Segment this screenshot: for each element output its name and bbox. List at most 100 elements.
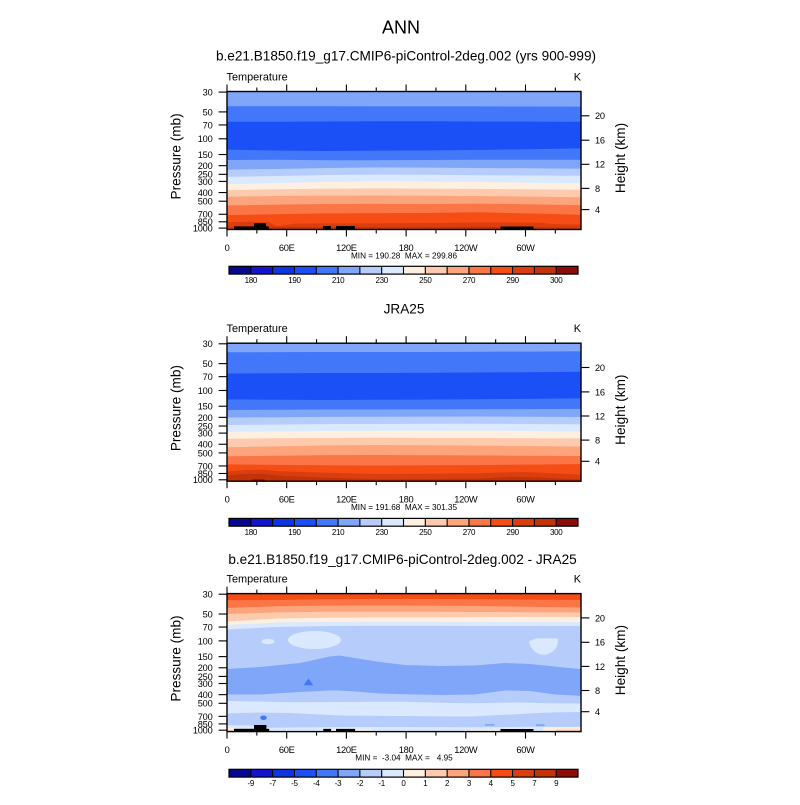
svg-text:180: 180 <box>245 276 258 285</box>
svg-text:20: 20 <box>595 613 605 623</box>
svg-text:8: 8 <box>595 686 600 696</box>
svg-text:210: 210 <box>332 276 345 285</box>
svg-text:b.e21.B1850.f19_g17.CMIP6-piCo: b.e21.B1850.f19_g17.CMIP6-piControl-2deg… <box>216 49 596 64</box>
svg-text:Pressure (mb): Pressure (mb) <box>169 365 184 451</box>
svg-text:4: 4 <box>595 205 600 215</box>
svg-text:400: 400 <box>198 690 213 700</box>
svg-text:Temperature: Temperature <box>227 71 288 83</box>
svg-text:60W: 60W <box>516 243 535 253</box>
svg-text:1000: 1000 <box>193 223 213 233</box>
svg-text:JRA25: JRA25 <box>384 302 425 317</box>
svg-text:70: 70 <box>203 622 213 632</box>
svg-text:180: 180 <box>245 528 258 537</box>
svg-text:100: 100 <box>198 134 213 144</box>
svg-text:200: 200 <box>198 413 213 423</box>
svg-text:50: 50 <box>203 107 213 117</box>
svg-text:250: 250 <box>419 528 432 537</box>
svg-text:50: 50 <box>203 609 213 619</box>
svg-text:Temperature: Temperature <box>227 323 288 335</box>
svg-text:190: 190 <box>288 528 301 537</box>
svg-text:290: 290 <box>506 528 519 537</box>
svg-text:8: 8 <box>595 436 600 446</box>
svg-text:230: 230 <box>375 276 388 285</box>
svg-text:60W: 60W <box>516 745 535 755</box>
svg-text:K: K <box>574 574 582 586</box>
svg-text:20: 20 <box>595 363 605 373</box>
svg-text:-3: -3 <box>335 779 342 788</box>
svg-text:16: 16 <box>595 136 605 146</box>
svg-text:K: K <box>574 323 582 335</box>
svg-text:850: 850 <box>198 469 213 479</box>
svg-text:60W: 60W <box>516 495 535 505</box>
svg-text:300: 300 <box>198 679 213 689</box>
svg-text:-2: -2 <box>357 779 364 788</box>
svg-text:120E: 120E <box>336 495 357 505</box>
svg-text:30: 30 <box>203 88 213 98</box>
svg-text:850: 850 <box>198 719 213 729</box>
svg-text:1000: 1000 <box>193 726 213 736</box>
svg-text:-5: -5 <box>291 779 298 788</box>
svg-text:70: 70 <box>203 372 213 382</box>
svg-text:12: 12 <box>595 662 605 672</box>
svg-text:0: 0 <box>225 495 230 505</box>
svg-text:Temperature: Temperature <box>227 574 288 586</box>
svg-text:30: 30 <box>203 590 213 600</box>
svg-text:Height (km): Height (km) <box>613 625 628 695</box>
svg-text:700: 700 <box>198 461 213 471</box>
svg-text:120E: 120E <box>336 745 357 755</box>
svg-text:500: 500 <box>198 197 213 207</box>
svg-text:180: 180 <box>399 243 414 253</box>
svg-text:-7: -7 <box>269 779 276 788</box>
svg-text:190: 190 <box>288 276 301 285</box>
svg-text:0: 0 <box>225 745 230 755</box>
svg-text:500: 500 <box>198 448 213 458</box>
svg-text:60E: 60E <box>279 495 295 505</box>
svg-text:Height (km): Height (km) <box>613 123 628 193</box>
svg-text:150: 150 <box>198 652 213 662</box>
svg-text:ANN: ANN <box>382 18 420 38</box>
svg-text:1: 1 <box>423 779 428 788</box>
svg-text:2: 2 <box>445 779 450 788</box>
svg-text:850: 850 <box>198 217 213 227</box>
svg-text:12: 12 <box>595 411 605 421</box>
svg-text:16: 16 <box>595 638 605 648</box>
svg-text:MIN = 191.68 MAX = 301.35: MIN = 191.68 MAX = 301.35 <box>351 503 457 512</box>
svg-text:7: 7 <box>532 779 537 788</box>
svg-text:-4: -4 <box>313 779 320 788</box>
svg-text:Pressure (mb): Pressure (mb) <box>169 615 184 701</box>
svg-text:100: 100 <box>198 386 213 396</box>
svg-text:Height (km): Height (km) <box>613 375 628 445</box>
svg-text:200: 200 <box>198 663 213 673</box>
svg-text:4: 4 <box>595 707 600 717</box>
svg-text:250: 250 <box>419 276 432 285</box>
svg-text:Pressure (mb): Pressure (mb) <box>169 113 184 199</box>
svg-text:20: 20 <box>595 111 605 121</box>
svg-text:300: 300 <box>550 276 563 285</box>
svg-text:700: 700 <box>198 712 213 722</box>
svg-text:-1: -1 <box>378 779 385 788</box>
svg-text:270: 270 <box>463 528 476 537</box>
svg-text:250: 250 <box>198 421 213 431</box>
svg-text:MIN = -3.04 MAX = 4.95: MIN = -3.04 MAX = 4.95 <box>355 754 453 763</box>
svg-text:120W: 120W <box>454 745 478 755</box>
svg-text:12: 12 <box>595 160 605 170</box>
svg-text:70: 70 <box>203 120 213 130</box>
svg-text:b.e21.B1850.f19_g17.CMIP6-piCo: b.e21.B1850.f19_g17.CMIP6-piControl-2deg… <box>228 552 576 567</box>
svg-text:400: 400 <box>198 440 213 450</box>
svg-text:300: 300 <box>198 429 213 439</box>
svg-text:180: 180 <box>399 495 414 505</box>
svg-text:250: 250 <box>198 170 213 180</box>
svg-text:120W: 120W <box>454 495 478 505</box>
svg-text:8: 8 <box>595 184 600 194</box>
svg-text:30: 30 <box>203 339 213 349</box>
svg-text:1000: 1000 <box>193 475 213 485</box>
svg-text:300: 300 <box>198 177 213 187</box>
svg-text:3: 3 <box>467 779 472 788</box>
svg-text:150: 150 <box>198 150 213 160</box>
svg-text:60E: 60E <box>279 745 295 755</box>
svg-text:300: 300 <box>550 528 563 537</box>
svg-text:50: 50 <box>203 359 213 369</box>
svg-text:700: 700 <box>198 210 213 220</box>
svg-text:0: 0 <box>225 243 230 253</box>
svg-text:MIN = 190.28 MAX = 299.86: MIN = 190.28 MAX = 299.86 <box>351 251 457 260</box>
